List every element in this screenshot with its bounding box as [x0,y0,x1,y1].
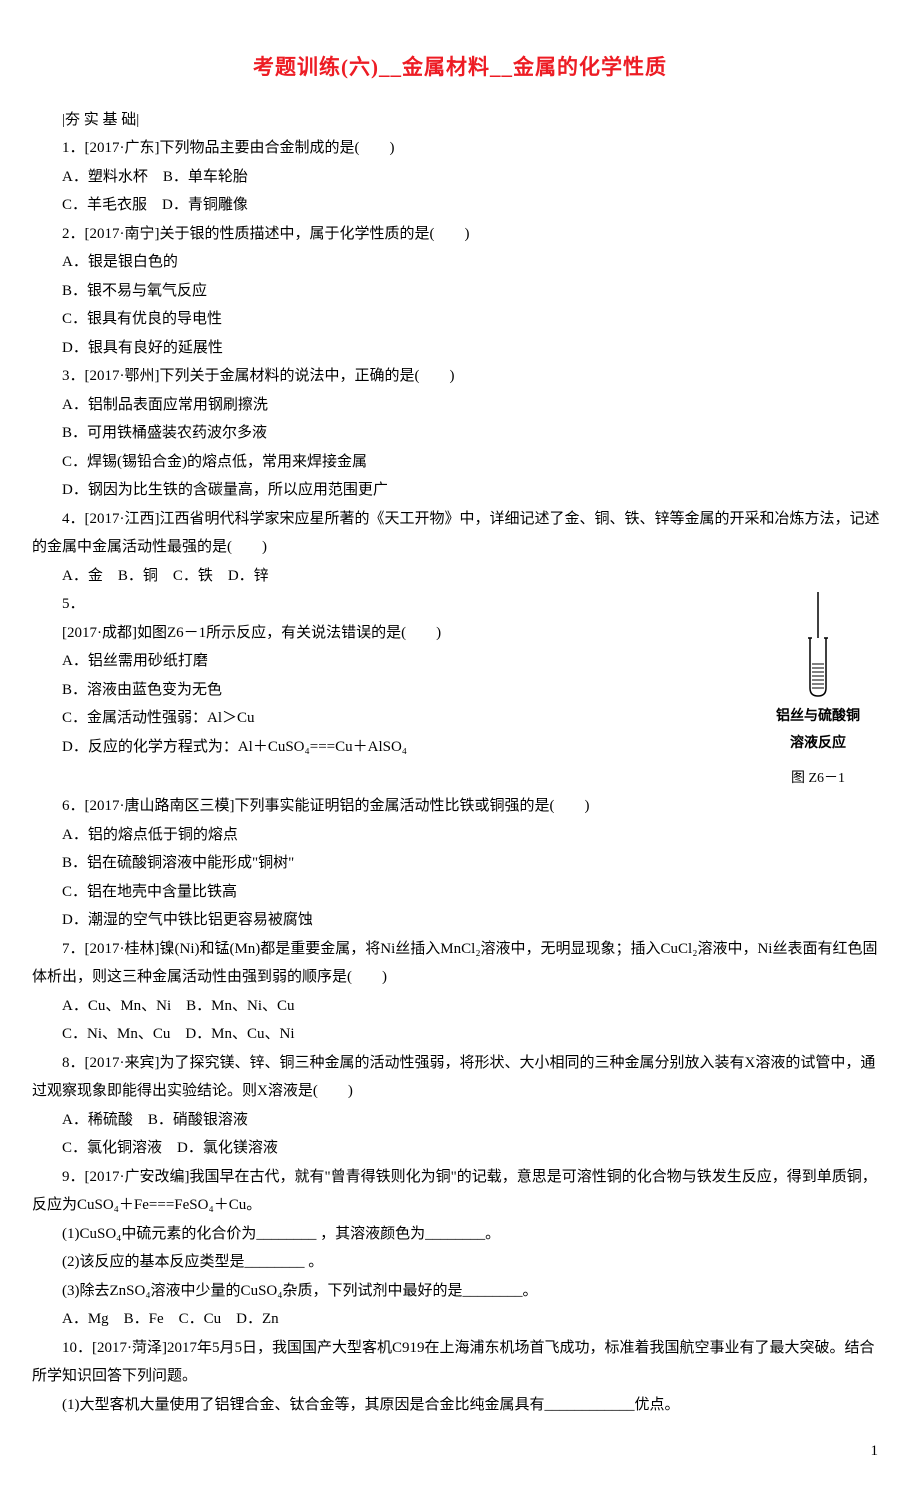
page-title: 考题训练(六)__金属材料__金属的化学性质 [32,48,888,88]
q2-option-a: A．银是银白色的 [32,248,888,277]
q4-options: A．金 B．铜 C．铁 D．锌 [32,562,888,591]
q3-stem: 3．[2017·鄂州]下列关于金属材料的说法中，正确的是( ) [32,362,888,391]
q2-option-b: B．银不易与氧气反应 [32,277,888,306]
q10-stem: 10．[2017·菏泽]2017年5月5日，我国国产大型客机C919在上海浦东机… [32,1334,888,1391]
q7-stem: 7．[2017·桂林]镍(Ni)和锰(Mn)都是重要金属，将Ni丝插入MnCl₂… [32,935,888,992]
test-tube-icon [798,590,838,700]
q5-figure-label-2: 溶液反应 [748,731,888,758]
q8-options-row1: A．稀硫酸 B．硝酸银溶液 [32,1106,888,1135]
q1-stem: 1．[2017·广东]下列物品主要由合金制成的是( ) [32,134,888,163]
q8-stem: 8．[2017·来宾]为了探究镁、锌、铜三种金属的活动性强弱，将形状、大小相同的… [32,1049,888,1106]
q1-options-row1: A．塑料水杯 B．单车轮胎 [32,163,888,192]
q9-options: A．Mg B．Fe C．Cu D．Zn [32,1305,888,1334]
q6-stem: 6．[2017·唐山路南区三模]下列事实能证明铝的金属活动性比铁或铜强的是( ) [32,792,888,821]
q3-option-d: D．钢因为比生铁的含碳量高，所以应用范围更广 [32,476,888,505]
q6-option-c: C．铝在地壳中含量比铁高 [32,878,888,907]
q9-sub2: (2)该反应的基本反应类型是________ 。 [32,1248,888,1277]
q9-sub1: (1)CuSO₄中硫元素的化合价为________ ，其溶液颜色为_______… [32,1220,888,1249]
q6-option-b: B．铝在硫酸铜溶液中能形成"铜树" [32,849,888,878]
q9-stem: 9．[2017·广安改编]我国早在古代，就有"曾青得铁则化为铜"的记载，意思是可… [32,1163,888,1220]
q7-options-row2: C．Ni、Mn、Cu D．Mn、Cu、Ni [32,1020,888,1049]
q2-option-d: D．银具有良好的延展性 [32,334,888,363]
q4-stem: 4．[2017·江西]江西省明代科学家宋应星所著的《天工开物》中，详细记述了金、… [32,505,888,562]
q9-sub3: (3)除去ZnSO₄溶液中少量的CuSO₄杂质，下列试剂中最好的是_______… [32,1277,888,1306]
q2-option-c: C．银具有优良的导电性 [32,305,888,334]
q3-option-a: A．铝制品表面应常用钢刷擦洗 [32,391,888,420]
q5-container: 铝丝与硫酸铜 溶液反应 图 Z6－1 5． [2017·成都]如图Z6－1所示反… [32,590,888,792]
q3-option-c: C．焊锡(锡铅合金)的熔点低，常用来焊接金属 [32,448,888,477]
q3-option-b: B．可用铁桶盛装农药波尔多液 [32,419,888,448]
q10-sub1: (1)大型客机大量使用了铝锂合金、钛合金等，其原因是合金比纯金属具有______… [32,1391,888,1420]
q6-option-d: D．潮湿的空气中铁比铝更容易被腐蚀 [32,906,888,935]
q5-figure-caption: 图 Z6－1 [748,766,888,793]
q5-figure: 铝丝与硫酸铜 溶液反应 图 Z6－1 [748,590,888,792]
q8-options-row2: C．氯化铜溶液 D．氯化镁溶液 [32,1134,888,1163]
q5-figure-label-1: 铝丝与硫酸铜 [748,704,888,731]
page-number: 1 [32,1437,888,1466]
q7-options-row1: A．Cu、Mn、Ni B．Mn、Ni、Cu [32,992,888,1021]
q1-options-row2: C．羊毛衣服 D．青铜雕像 [32,191,888,220]
q2-stem: 2．[2017·南宁]关于银的性质描述中，属于化学性质的是( ) [32,220,888,249]
section-header: |夯 实 基 础| [32,106,888,135]
q6-option-a: A．铝的熔点低于铜的熔点 [32,821,888,850]
